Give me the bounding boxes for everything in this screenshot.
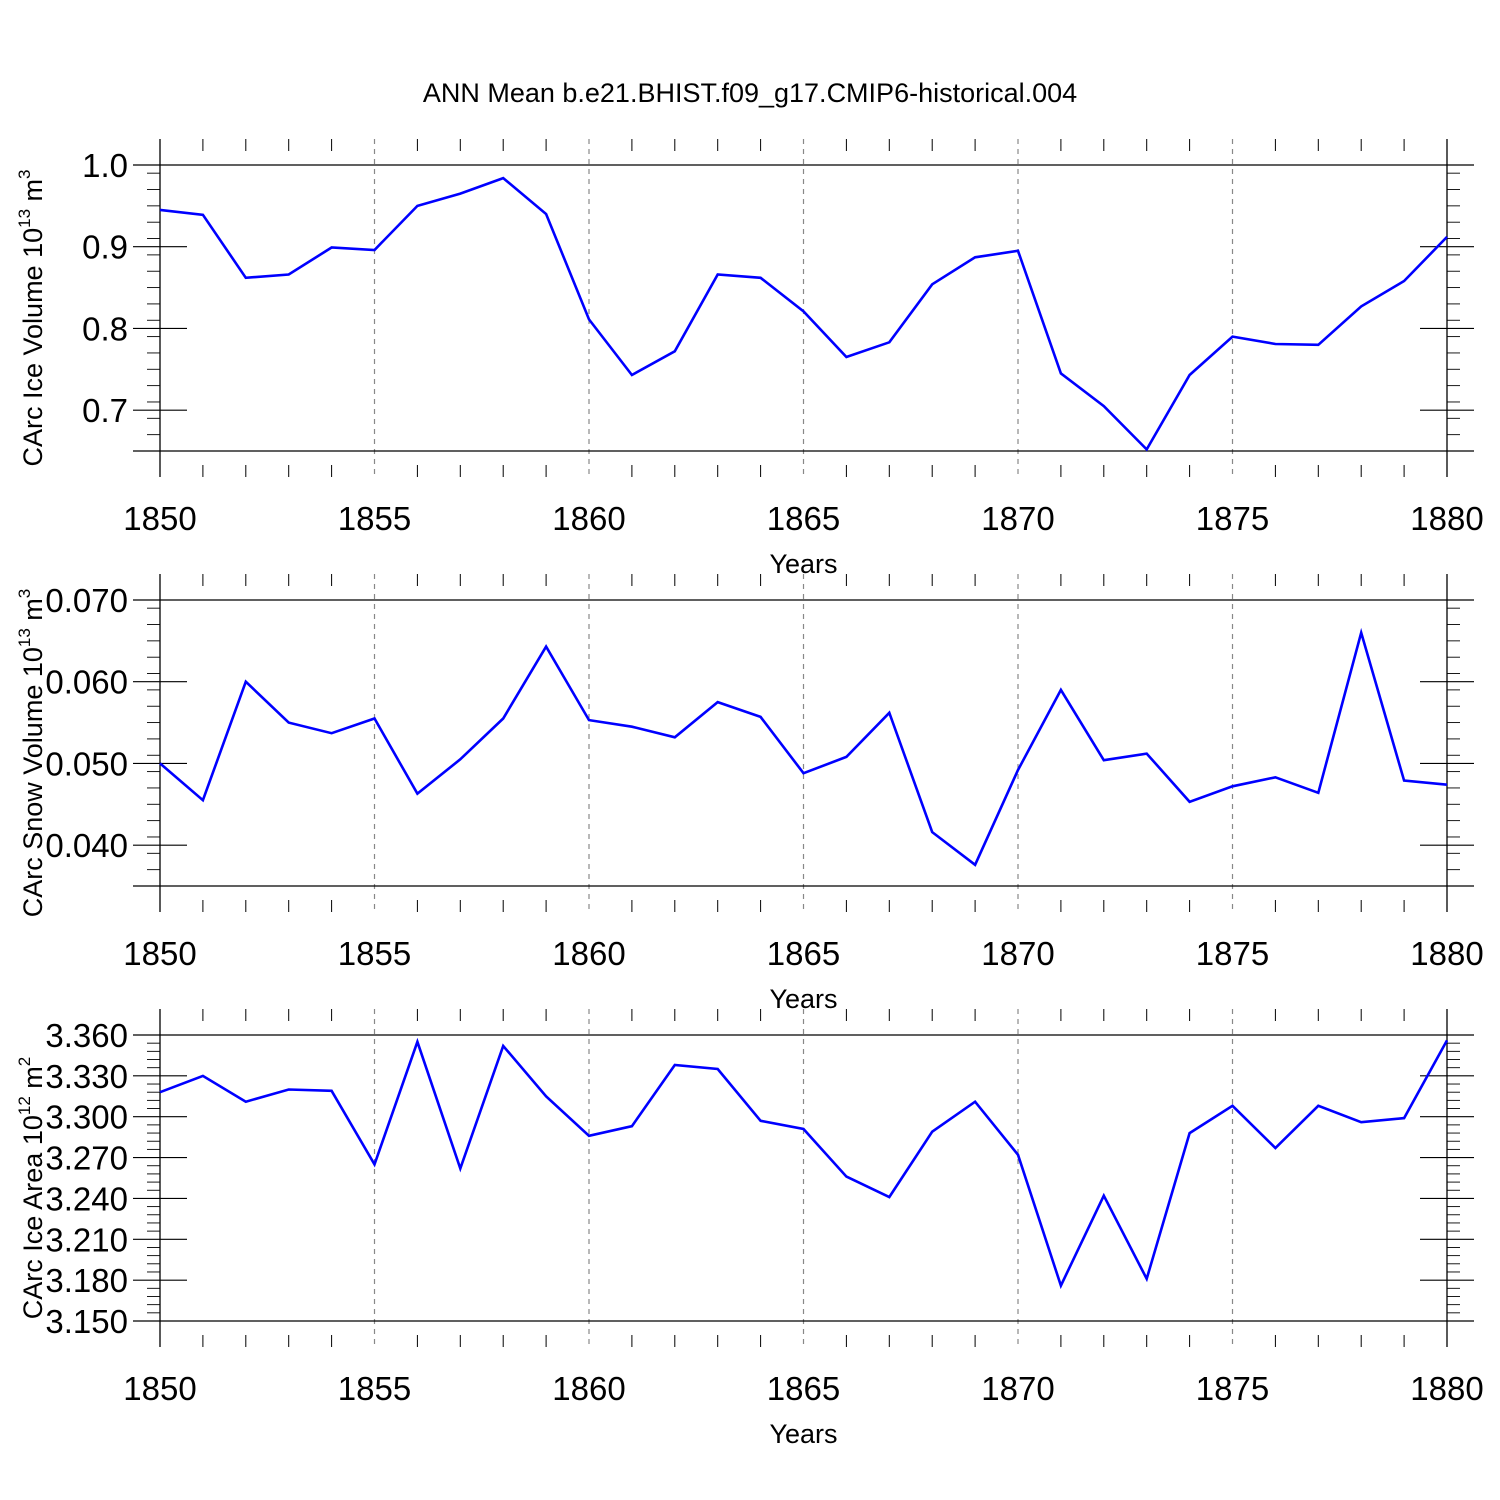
panel-3-y-tick-label: 3.240 xyxy=(45,1180,128,1217)
panel-3-series-line xyxy=(159,1037,1449,1290)
panel-2-x-tick-label: 1875 xyxy=(1196,935,1269,972)
panel-1-y-axis-label: CArc Ice Volume 1013 m3 xyxy=(15,169,48,466)
panel-3-x-tick-label: 1850 xyxy=(123,1370,196,1407)
panel-3-x-tick-label: 1870 xyxy=(981,1370,1054,1407)
panel-1-x-tick-label: 1865 xyxy=(767,500,840,537)
panel-2-x-tick-label: 1880 xyxy=(1410,935,1483,972)
panel-2-series-line xyxy=(159,627,1448,867)
panel-2-y-tick-label: 0.050 xyxy=(45,745,128,782)
panel-3-y-tick-label: 3.360 xyxy=(45,1017,128,1054)
panel-3-y-tick-label: 3.210 xyxy=(45,1221,128,1258)
panel-3-y-tick-label: 3.270 xyxy=(45,1140,128,1177)
panel-2-y-axis-label: CArc Snow Volume 1013 m3 xyxy=(15,589,48,918)
panel-2-x-tick-label: 1855 xyxy=(338,935,411,972)
panel-3-x-tick-label: 1875 xyxy=(1196,1370,1269,1407)
panel-2-x-tick-label: 1850 xyxy=(123,935,196,972)
panel-1-x-tick-label: 1870 xyxy=(981,500,1054,537)
panel-1-y-tick-label: 1.0 xyxy=(82,147,128,184)
panel-3-x-tick-label: 1865 xyxy=(767,1370,840,1407)
panel-2-y-tick-label: 0.070 xyxy=(45,582,128,619)
panel-1-y-tick-label: 0.7 xyxy=(82,392,128,429)
panel-2-x-tick-label: 1865 xyxy=(767,935,840,972)
panel-3-y-tick-label: 3.180 xyxy=(45,1262,128,1299)
panel-3-y-tick-label: 3.300 xyxy=(45,1099,128,1136)
panel-3-y-tick-label: 3.330 xyxy=(45,1058,128,1095)
panel-1-x-tick-label: 1875 xyxy=(1196,500,1269,537)
panel-1-y-tick-label: 0.8 xyxy=(82,310,128,347)
panel-1-x-tick-label: 1860 xyxy=(552,500,625,537)
panel-1-y-tick-label: 0.9 xyxy=(82,229,128,266)
panel-3-y-tick-label: 3.150 xyxy=(45,1303,128,1340)
panel-2-x-tick-label: 1860 xyxy=(552,935,625,972)
panel-1-x-tick-label: 1855 xyxy=(338,500,411,537)
panel-3-x-tick-label: 1860 xyxy=(552,1370,625,1407)
panel-3-x-axis-label: Years xyxy=(769,1419,837,1449)
panel-3-y-axis-label: CArc Ice Area 1012 m2 xyxy=(15,1057,48,1320)
panel-1-x-tick-label: 1880 xyxy=(1410,500,1483,537)
panel-3-x-tick-label: 1880 xyxy=(1410,1370,1483,1407)
panel-3-x-tick-label: 1855 xyxy=(338,1370,411,1407)
panel-2-x-tick-label: 1870 xyxy=(981,935,1054,972)
chart-title: ANN Mean b.e21.BHIST.f09_g17.CMIP6-histo… xyxy=(423,78,1077,108)
panel-2-y-tick-label: 0.060 xyxy=(45,664,128,701)
panel-1-x-tick-label: 1850 xyxy=(123,500,196,537)
panel-2-y-tick-label: 0.040 xyxy=(45,827,128,864)
panel-1-series-line xyxy=(159,176,1448,452)
